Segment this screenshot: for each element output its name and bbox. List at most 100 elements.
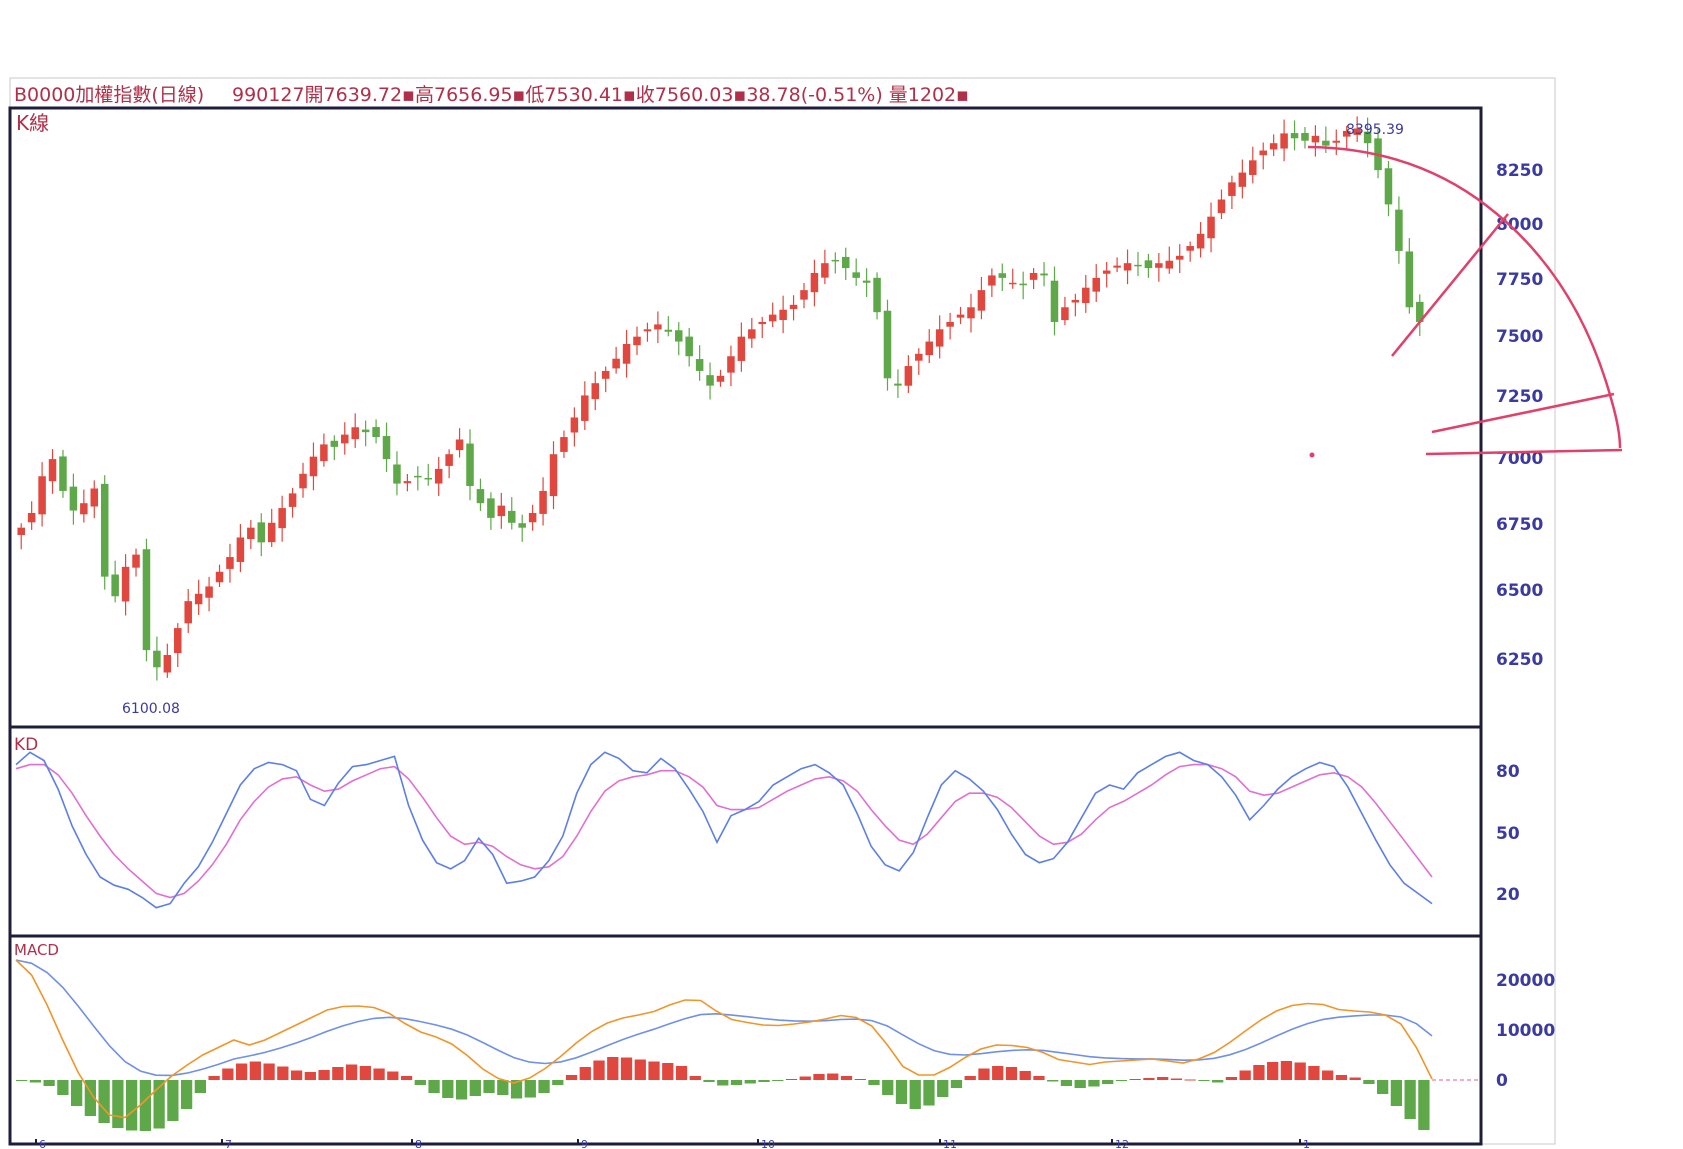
candle <box>59 449 67 498</box>
macd-bar <box>1074 1080 1086 1088</box>
candle <box>434 456 443 497</box>
candle <box>1102 261 1111 288</box>
macd-bar <box>43 1080 55 1086</box>
candle <box>320 433 328 467</box>
candle <box>1123 249 1132 285</box>
price-tick-6500: 6500 <box>1496 581 1543 601</box>
candle <box>351 413 359 448</box>
macd-bar <box>400 1076 413 1080</box>
candle <box>821 249 829 285</box>
macd-bar <box>950 1080 963 1088</box>
candle <box>1290 120 1299 151</box>
macd-bar <box>593 1060 605 1080</box>
macd-bar <box>1363 1080 1375 1084</box>
macd-bar <box>1005 1067 1018 1080</box>
macd-bar <box>70 1080 83 1106</box>
candle <box>528 504 537 531</box>
candle <box>341 422 349 455</box>
macd-bar <box>565 1075 578 1080</box>
candle <box>883 299 892 391</box>
candle <box>894 369 902 399</box>
candle <box>664 316 673 337</box>
candle <box>1144 253 1153 278</box>
macd-bar <box>1225 1077 1238 1080</box>
macd-bar <box>483 1080 495 1093</box>
x-tick-label: 6 <box>39 1138 46 1149</box>
macd-bar <box>937 1080 949 1097</box>
candle <box>1228 175 1236 210</box>
candle <box>862 268 871 297</box>
candle <box>685 327 693 367</box>
kd-tick-50: 50 <box>1496 824 1520 844</box>
x-tick-label: 7 <box>225 1138 232 1149</box>
candle <box>194 579 203 615</box>
macd-bar <box>964 1076 976 1080</box>
x-tick-label: 12 <box>1115 1138 1129 1149</box>
candle <box>1405 238 1414 314</box>
macd-bar <box>854 1079 866 1080</box>
macd-bar <box>1212 1080 1224 1083</box>
macd-bar <box>634 1059 646 1080</box>
macd-bar <box>827 1073 839 1080</box>
candle <box>1019 271 1027 300</box>
price-tick-8250: 8250 <box>1496 161 1543 181</box>
macd-bar <box>662 1063 674 1080</box>
macd-bar <box>1294 1062 1306 1080</box>
macd-tick-0: 0 <box>1496 1071 1508 1091</box>
candle <box>100 475 109 590</box>
candle <box>612 346 620 374</box>
macd-bar <box>455 1080 468 1100</box>
candle <box>570 407 579 447</box>
macd-bar <box>469 1080 481 1096</box>
macd-bar <box>689 1076 701 1080</box>
candle <box>988 268 996 297</box>
kline-panel-label: K線 <box>16 111 49 135</box>
candle <box>1207 202 1215 253</box>
macd-bar <box>1088 1080 1100 1087</box>
candle <box>1186 241 1194 262</box>
macd-bar <box>840 1076 853 1080</box>
candle <box>278 495 286 542</box>
macd-bar <box>1184 1079 1196 1081</box>
candle <box>142 538 151 662</box>
macd-bar <box>1390 1080 1403 1106</box>
candle <box>977 276 986 320</box>
macd-bar <box>290 1070 303 1080</box>
macd-bar <box>1349 1077 1361 1080</box>
price-tick-7750: 7750 <box>1496 270 1543 290</box>
candle <box>925 329 933 364</box>
candle <box>852 258 860 286</box>
macd-bar <box>98 1080 110 1123</box>
macd-bar <box>1280 1061 1293 1080</box>
macd-bar <box>497 1080 509 1095</box>
macd-bar <box>57 1080 69 1095</box>
candle <box>800 282 808 309</box>
price-axis: 8250 8000 7750 7500 7250 7000 6750 6500 … <box>1496 161 1543 670</box>
macd-bar <box>1253 1065 1265 1080</box>
candle <box>1040 262 1048 287</box>
macd-bar <box>703 1080 715 1082</box>
candle <box>1029 268 1038 290</box>
macd-bar <box>1102 1080 1114 1084</box>
candle <box>38 462 46 527</box>
price-tick-7500: 7500 <box>1496 327 1543 347</box>
macd-bar <box>1019 1071 1031 1080</box>
macd-bar <box>1170 1078 1183 1080</box>
candle <box>1322 126 1330 154</box>
annotation-arc <box>1307 145 1622 449</box>
macd-bar <box>510 1080 523 1099</box>
candle <box>424 463 433 486</box>
macd-bar <box>1308 1066 1320 1080</box>
candle <box>1332 129 1341 155</box>
macd-bar <box>882 1080 894 1095</box>
candle <box>205 576 213 612</box>
macd-bar <box>1377 1080 1389 1094</box>
candle <box>414 466 422 491</box>
candle <box>215 564 224 587</box>
low-annotation: 6100.08 <box>122 701 180 717</box>
macd-bar <box>1033 1076 1045 1080</box>
candle <box>810 259 819 307</box>
price-tick-6250: 6250 <box>1496 650 1543 670</box>
candle <box>539 477 547 526</box>
macd-bar <box>1047 1080 1059 1082</box>
